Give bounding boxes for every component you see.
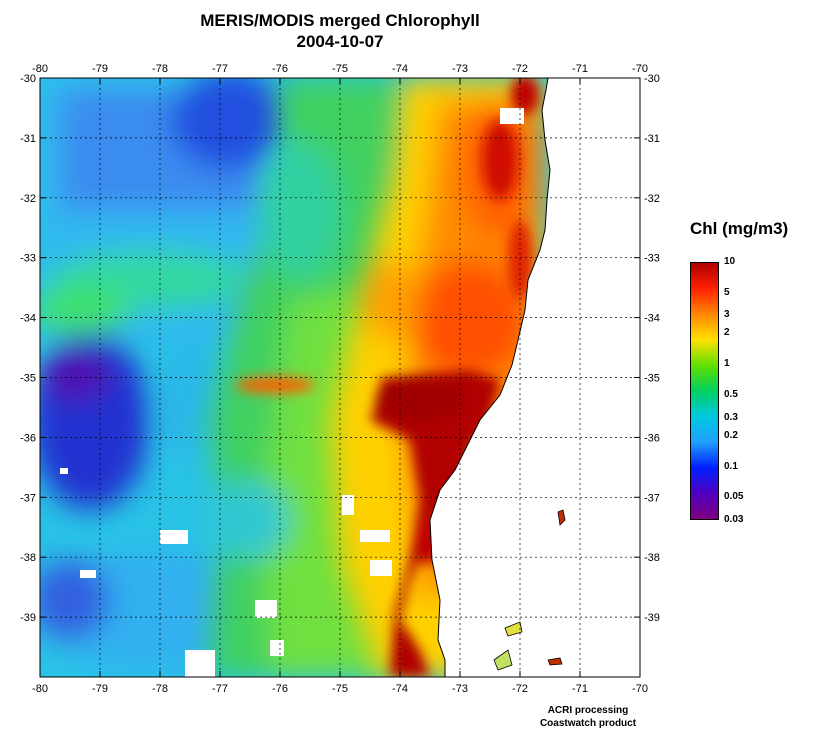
- colorbar: [690, 262, 719, 520]
- map-title: MERIS/MODIS merged Chlorophyll 2004-10-0…: [40, 10, 640, 52]
- lon-tick-label-bottom: -72: [512, 683, 528, 695]
- lat-tick-label-left: -38: [20, 552, 36, 564]
- lat-tick-label-right: -33: [644, 253, 660, 265]
- lat-tick-label-right: -38: [644, 552, 660, 564]
- lat-tick-label-left: -39: [20, 612, 36, 624]
- lon-tick-label-top: -77: [212, 63, 228, 75]
- lat-tick-label-right: -30: [644, 73, 660, 85]
- island: [504, 621, 523, 637]
- colorbar-label: 0.05: [724, 491, 744, 503]
- island: [557, 509, 566, 526]
- colorbar-label: 5: [724, 286, 730, 298]
- legend-title: Chl (mg/m3): [690, 219, 789, 238]
- lon-tick-label-bottom: -79: [92, 683, 108, 695]
- lat-tick-label-left: -31: [20, 133, 36, 145]
- lon-tick-label-top: -78: [152, 63, 168, 75]
- colorbar-label: 0.2: [724, 429, 738, 441]
- lat-tick-label-right: -36: [644, 432, 660, 444]
- lon-tick-label-bottom: -73: [452, 683, 468, 695]
- lon-tick-label-bottom: -74: [392, 683, 408, 695]
- title-date: 2004-10-07: [296, 32, 384, 51]
- credit-processing: ACRI processing: [547, 705, 629, 716]
- lat-tick-label-left: -35: [20, 373, 36, 385]
- lon-tick-label-bottom: -71: [572, 683, 588, 695]
- lat-tick-label-right: -31: [644, 133, 660, 145]
- lon-tick-label-top: -73: [452, 63, 468, 75]
- colorbar-label: 0.1: [724, 460, 738, 472]
- colorbar-label: 3: [724, 309, 730, 321]
- lat-tick-label-right: -34: [644, 313, 660, 325]
- lon-tick-label-top: -75: [332, 63, 348, 75]
- axis-ticks: -80 -80 -79 -79 -78 -78 -77 -77 -76 -76 -75 -75 -74 -…: [20, 63, 660, 695]
- island: [493, 649, 513, 671]
- lon-tick-label-top: -80: [32, 63, 48, 75]
- lon-tick-label-top: -79: [92, 63, 108, 75]
- lon-tick-label-top: -76: [272, 63, 288, 75]
- lon-tick-label-bottom: -77: [212, 683, 228, 695]
- colorbar-label: 10: [724, 256, 736, 267]
- lat-tick-label-right: -35: [644, 373, 660, 385]
- no-data-patches: [60, 108, 524, 677]
- colorbar-label: 0.5: [724, 389, 738, 401]
- lat-tick-label-left: -30: [20, 73, 36, 85]
- colorbar-label: 1: [724, 358, 730, 370]
- island: [547, 657, 563, 666]
- lat-tick-label-right: -39: [644, 612, 660, 624]
- lat-tick-label-right: -37: [644, 492, 660, 504]
- lon-tick-label-top: -71: [572, 63, 588, 75]
- lon-tick-label-bottom: -75: [332, 683, 348, 695]
- lat-tick-label-left: -34: [20, 313, 36, 325]
- lat-tick-label-left: -32: [20, 193, 36, 205]
- title-line-1: MERIS/MODIS merged Chlorophyll: [200, 11, 480, 30]
- lat-tick-label-left: -33: [20, 253, 36, 265]
- lat-tick-label-left: -37: [20, 492, 36, 504]
- lon-tick-label-bottom: -80: [32, 683, 48, 695]
- colorbar-label: 0.03: [724, 514, 744, 525]
- lon-tick-label-bottom: -76: [272, 683, 288, 695]
- lon-tick-label-bottom: -78: [152, 683, 168, 695]
- graticule: [40, 78, 640, 677]
- credit-product: Coastwatch product: [539, 718, 637, 729]
- lat-tick-label-left: -36: [20, 432, 36, 444]
- colorbar-label: 0.3: [724, 411, 738, 423]
- lat-tick-label-right: -32: [644, 193, 660, 205]
- lon-tick-label-top: -70: [632, 63, 648, 75]
- lon-tick-label-top: -74: [392, 63, 408, 75]
- colorbar-label: 2: [724, 327, 730, 339]
- credits: ACRI processing Coastwatch product: [520, 704, 656, 730]
- lon-tick-label-bottom: -70: [632, 683, 648, 695]
- lon-tick-label-top: -72: [512, 63, 528, 75]
- chlorophyll-field: [40, 78, 640, 677]
